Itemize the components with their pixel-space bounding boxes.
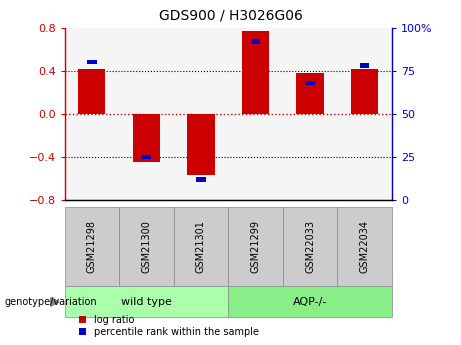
Bar [360, 63, 369, 68]
Text: AQP-/-: AQP-/- [293, 297, 327, 307]
Bar [187, 114, 214, 175]
Bar [242, 31, 269, 114]
Legend: log ratio, percentile rank within the sample: log ratio, percentile rank within the sa… [79, 315, 259, 337]
Bar [351, 69, 378, 114]
Bar [87, 60, 97, 64]
Bar [251, 39, 260, 43]
Bar [296, 73, 324, 114]
Text: GSM21300: GSM21300 [142, 220, 151, 273]
Text: wild type: wild type [121, 297, 172, 307]
Text: GSM22033: GSM22033 [305, 220, 315, 273]
Text: GSM21299: GSM21299 [250, 220, 260, 273]
Text: GSM21301: GSM21301 [196, 220, 206, 273]
Text: GSM22034: GSM22034 [360, 220, 370, 273]
Text: genotype/variation: genotype/variation [5, 297, 97, 307]
Bar [133, 114, 160, 162]
Bar [196, 177, 206, 181]
Text: GSM21298: GSM21298 [87, 220, 97, 273]
Text: GDS900 / H3026G06: GDS900 / H3026G06 [159, 9, 302, 23]
Bar [305, 81, 315, 85]
Bar [142, 155, 151, 159]
Bar [78, 69, 106, 114]
